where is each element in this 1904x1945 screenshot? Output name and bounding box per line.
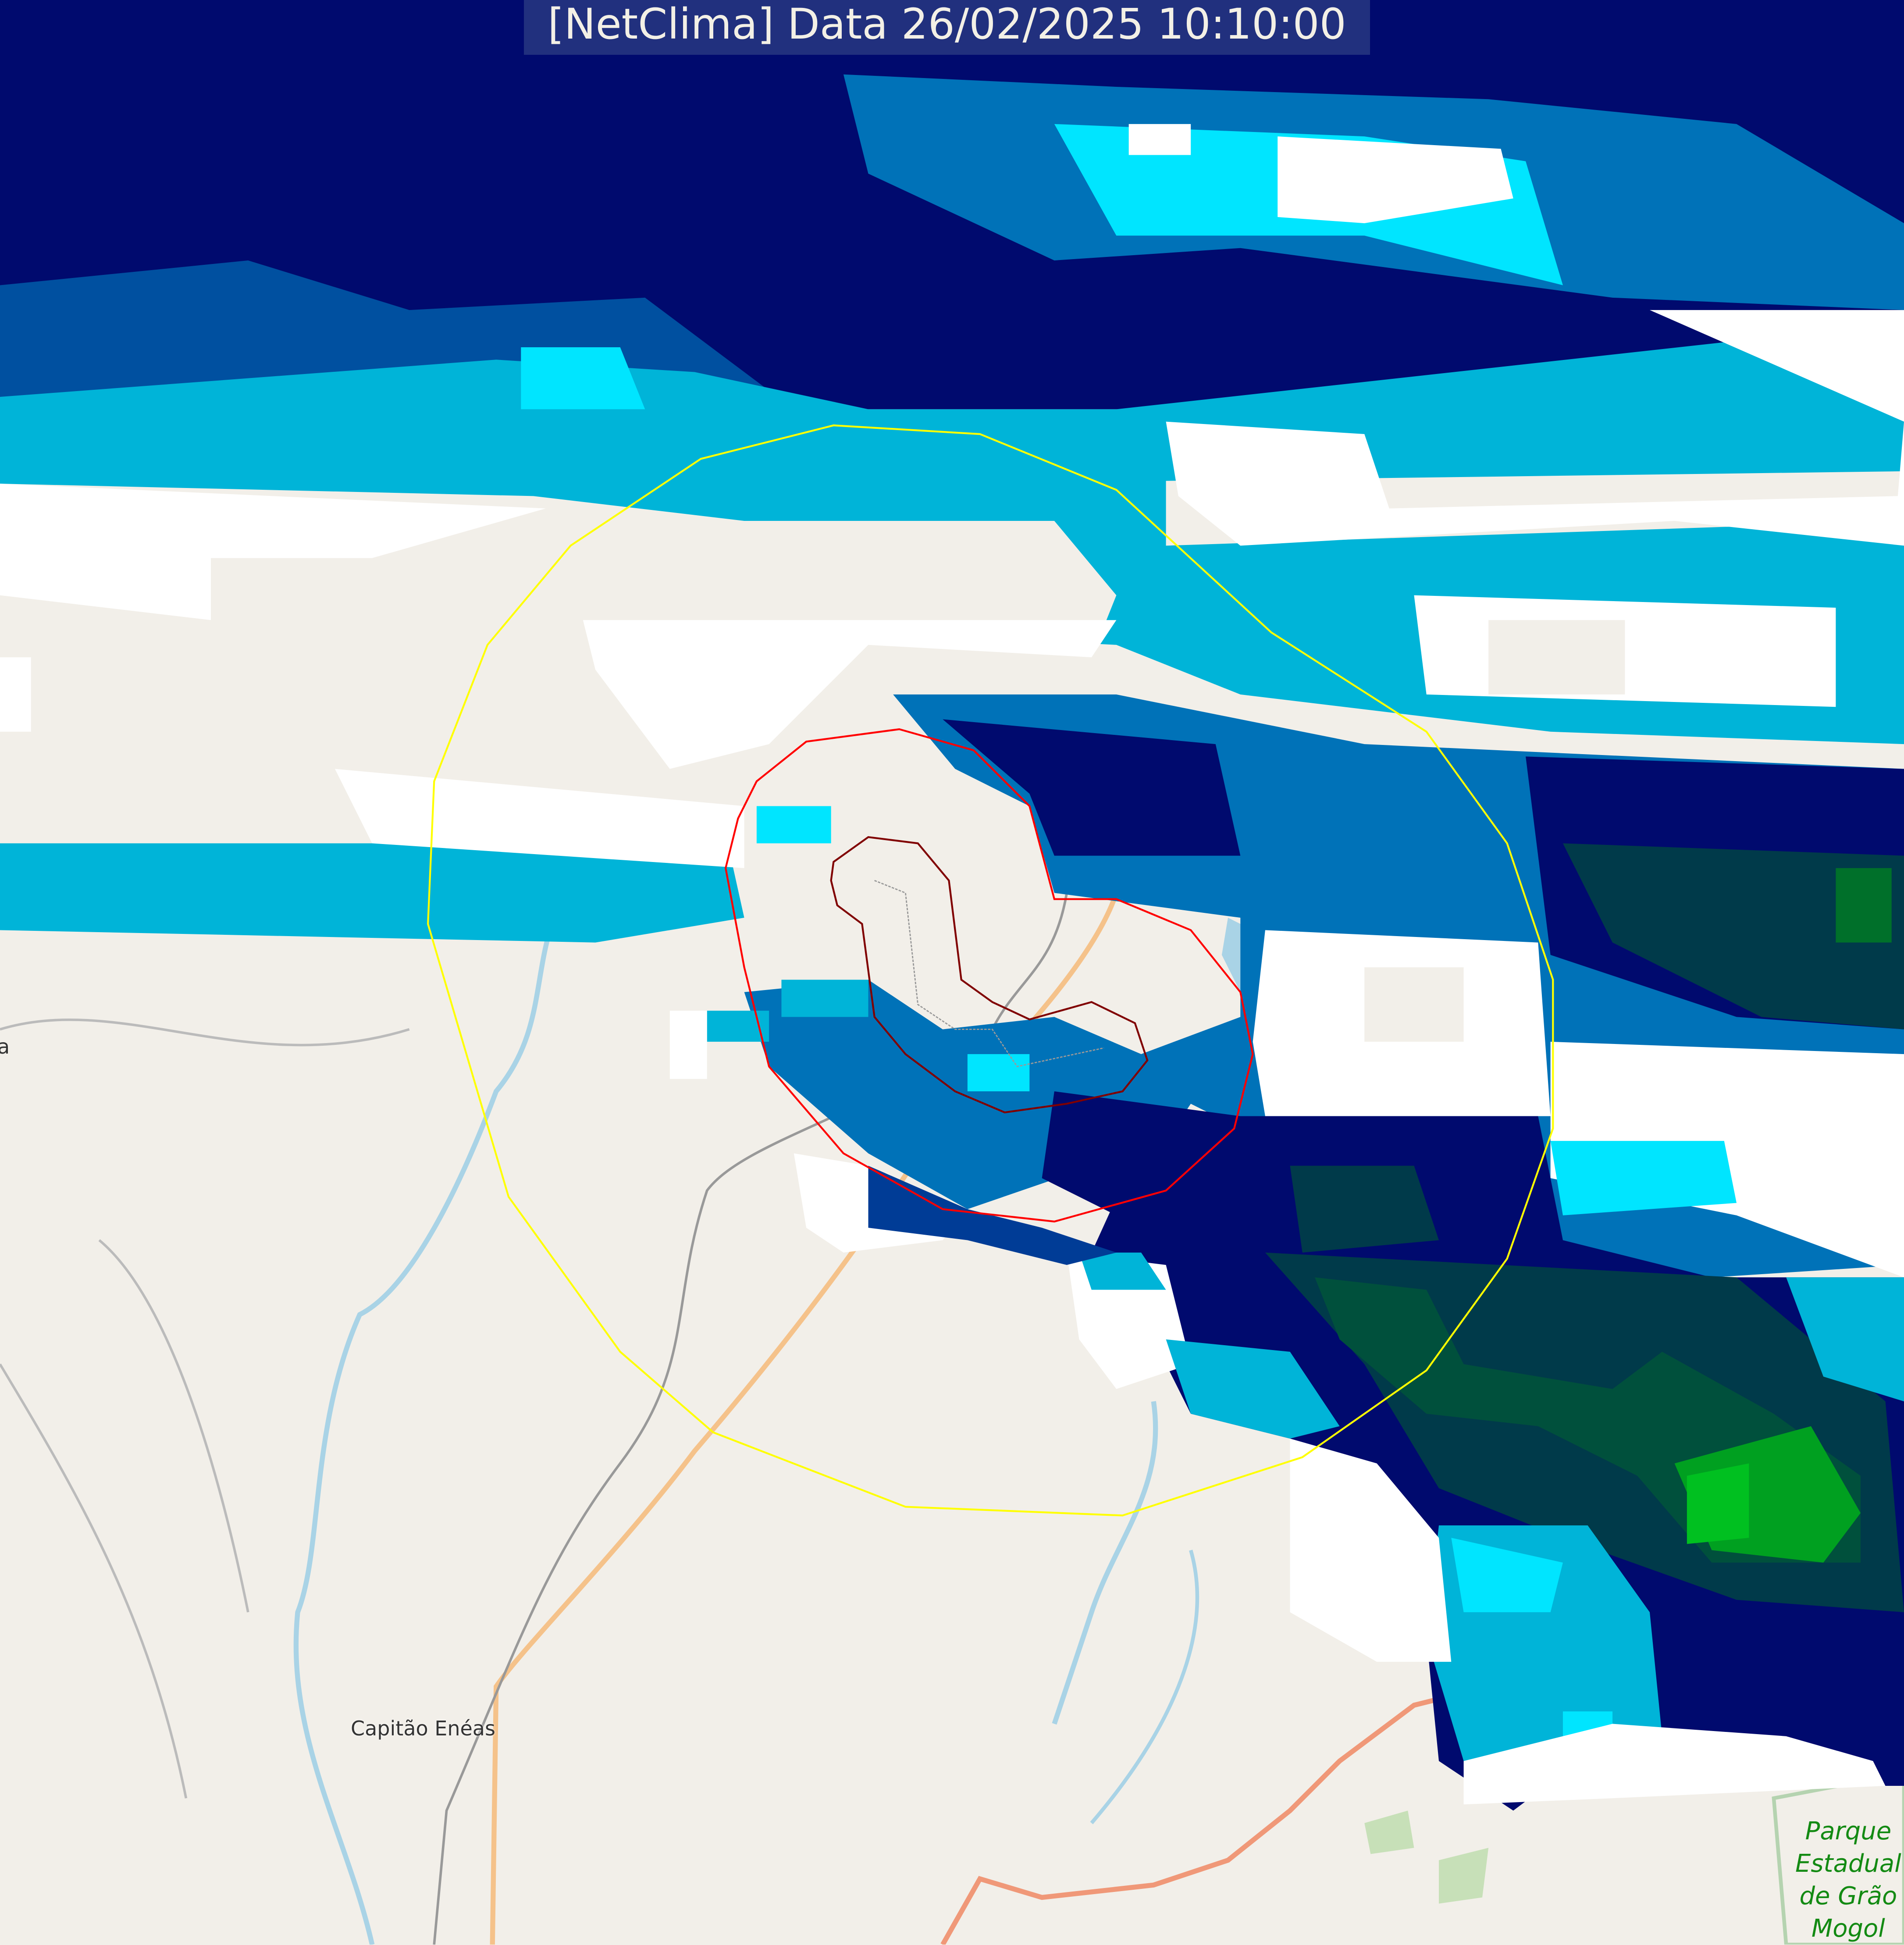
park-label-line: de Grão bbox=[1799, 1882, 1897, 1910]
road bbox=[433, 893, 1068, 1945]
park-label: Parque Estadual de Grão Mogol bbox=[1795, 1815, 1901, 1945]
range-rings bbox=[427, 424, 1554, 1517]
park-label-line: Estadual bbox=[1795, 1849, 1901, 1878]
river bbox=[1090, 1550, 1199, 1824]
runway-path bbox=[874, 880, 1104, 1068]
place-label: Capitão Enéas bbox=[351, 1717, 495, 1740]
place-label: a bbox=[0, 1035, 10, 1058]
red-ring bbox=[724, 728, 1254, 1223]
radar-echoes bbox=[0, 0, 1904, 1811]
park-label-line: Mogol bbox=[1811, 1914, 1885, 1943]
river bbox=[1052, 1401, 1158, 1725]
dark-red-ring bbox=[830, 836, 1149, 1114]
road bbox=[940, 1696, 1440, 1945]
yellow-ring bbox=[427, 424, 1554, 1517]
map-title: [NetClima] Data 26/02/2025 10:10:00 bbox=[524, 0, 1370, 55]
park-label-line: Parque bbox=[1805, 1817, 1892, 1845]
